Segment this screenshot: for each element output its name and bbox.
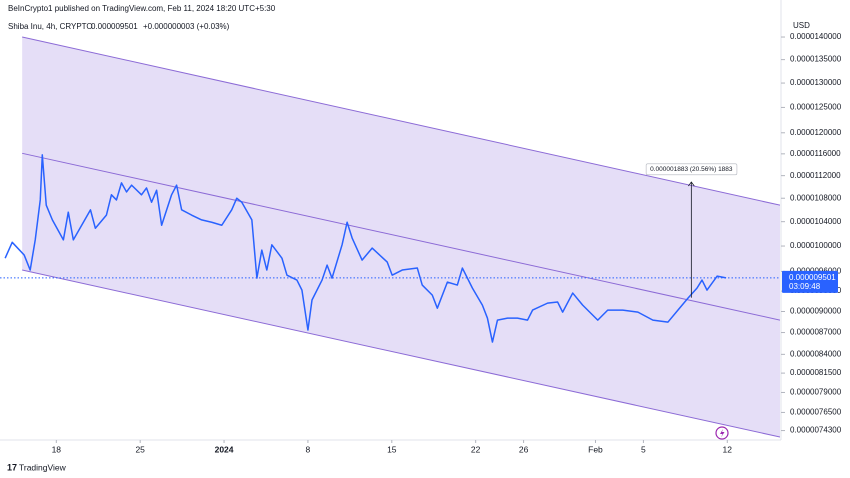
x-tick-label: 22 [471,444,481,454]
currency: USD [793,21,810,30]
y-tick-label: 0.0000116000 [790,149,841,158]
y-tick-label: 0.0000087000 [790,328,842,337]
y-tick-label: 0.0000074300 [790,426,842,435]
lightning-icon [715,426,729,440]
price-label-box [782,270,838,293]
x-tick-label: 12 [723,444,733,454]
y-tick-label: 0.0000090000 [790,307,842,316]
header-change: +0.000000003 (+0.03%) [143,22,230,31]
y-tick-label: 0.0000140000 [790,32,842,41]
y-tick-label: 0.0000130000 [790,78,842,87]
price-line [4,154,727,343]
x-tick-label: 8 [306,444,311,454]
brand: 17 TradingView [7,462,67,472]
measure-label-box [645,163,738,176]
x-tick-label: 5 [641,444,646,454]
y-tick-label: 0.0000112000 [790,171,841,180]
countdown-label: 03:09:48 [789,282,821,291]
y-tick-label: 0.0000108000 [790,193,842,202]
channel-lower-line [22,269,780,438]
x-tick-label: 2024 [215,444,234,454]
y-tick-label: 0.0000079000 [790,388,842,397]
x-tick-label: 25 [135,444,145,454]
plot-area [0,36,780,438]
brand-name: TradingView [19,462,67,472]
header-price: 0.000009501 [91,22,138,31]
channel-middle-line [22,152,780,321]
y-tick-label: 0.0000120000 [790,128,842,137]
price-label: 0.000009501 [789,273,836,282]
x-tick-label: 15 [387,444,397,454]
measure-label: 0.000001883 (20.56%) 1883 [650,166,733,173]
y-tick-label: 0.0000100000 [790,241,842,250]
y-tick-label: 0.0000135000 [790,55,842,64]
publisher: BeInCrypto1 published on TradingView.com… [8,4,276,13]
x-tick-label: Feb [588,444,603,454]
y-tick-label: 0.0000076500 [790,408,842,417]
y-tick-label: 0.0000104000 [790,217,842,226]
measure-arrowhead [688,181,695,187]
brand-logo: 17 [7,462,17,472]
y-tick-label: 0.0000084000 [790,349,842,358]
y-tick-label: 0.0000081500 [790,368,842,377]
channel-upper-line [22,36,780,206]
symbol-title: Shiba Inu, 4h, CRYPTO [8,22,93,31]
x-tick-label: 26 [519,444,529,454]
x-tick-label: 18 [52,444,62,454]
y-tick-label: 0.0000125000 [790,103,842,112]
